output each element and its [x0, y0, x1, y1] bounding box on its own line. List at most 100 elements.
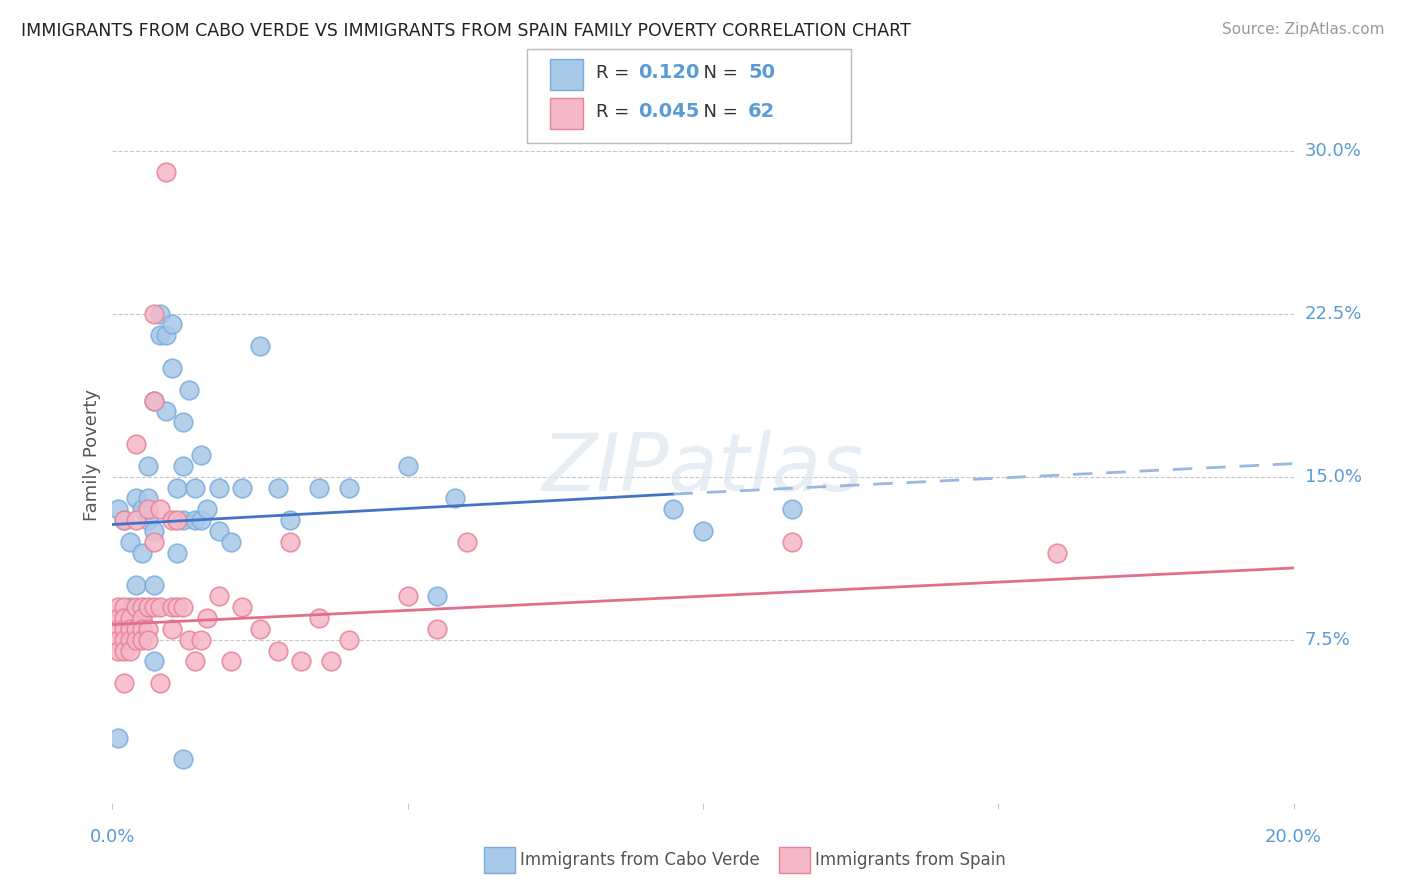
- Point: [166, 546, 188, 560]
- Text: ZIPatlas: ZIPatlas: [541, 430, 865, 508]
- Point: [208, 481, 231, 495]
- Y-axis label: Family Poverty: Family Poverty: [83, 389, 101, 521]
- Text: R =: R =: [596, 103, 636, 120]
- Point: [184, 481, 207, 495]
- Point: [662, 502, 685, 516]
- Point: [278, 513, 301, 527]
- Text: 50: 50: [748, 63, 775, 82]
- Point: [125, 513, 148, 527]
- Point: [319, 655, 342, 669]
- Point: [142, 393, 165, 408]
- Text: Immigrants from Spain: Immigrants from Spain: [815, 851, 1007, 869]
- Point: [149, 600, 172, 615]
- Point: [136, 600, 159, 615]
- Point: [120, 600, 142, 615]
- Text: N =: N =: [692, 103, 744, 120]
- Point: [136, 622, 159, 636]
- Point: [112, 676, 135, 690]
- Text: 62: 62: [748, 103, 775, 121]
- Point: [112, 611, 135, 625]
- Text: 15.0%: 15.0%: [1305, 467, 1361, 485]
- Point: [456, 535, 478, 549]
- Point: [166, 481, 188, 495]
- Text: R =: R =: [596, 64, 636, 82]
- Point: [107, 643, 129, 657]
- Point: [780, 535, 803, 549]
- Point: [219, 535, 242, 549]
- Point: [131, 600, 153, 615]
- Point: [131, 622, 153, 636]
- Point: [444, 491, 467, 506]
- Point: [249, 339, 271, 353]
- Point: [166, 600, 188, 615]
- Point: [160, 318, 183, 332]
- Point: [136, 513, 159, 527]
- Point: [112, 513, 135, 527]
- Point: [249, 622, 271, 636]
- Point: [184, 513, 207, 527]
- Point: [125, 437, 148, 451]
- Text: 0.045: 0.045: [638, 103, 700, 121]
- Point: [107, 600, 129, 615]
- Point: [231, 481, 253, 495]
- Point: [267, 481, 290, 495]
- Point: [112, 622, 135, 636]
- Point: [107, 502, 129, 516]
- Point: [136, 491, 159, 506]
- Point: [172, 600, 194, 615]
- Point: [337, 632, 360, 647]
- Point: [131, 632, 153, 647]
- Point: [190, 513, 212, 527]
- Point: [131, 546, 153, 560]
- Text: IMMIGRANTS FROM CABO VERDE VS IMMIGRANTS FROM SPAIN FAMILY POVERTY CORRELATION C: IMMIGRANTS FROM CABO VERDE VS IMMIGRANTS…: [21, 22, 911, 40]
- Point: [120, 611, 142, 625]
- Point: [125, 578, 148, 592]
- Point: [172, 513, 194, 527]
- Point: [290, 655, 312, 669]
- Point: [155, 165, 177, 179]
- Point: [208, 589, 231, 603]
- Point: [125, 600, 148, 615]
- Point: [112, 600, 135, 615]
- Text: Immigrants from Cabo Verde: Immigrants from Cabo Verde: [520, 851, 761, 869]
- Point: [142, 393, 165, 408]
- Point: [267, 643, 290, 657]
- Point: [155, 404, 177, 418]
- Text: N =: N =: [692, 64, 744, 82]
- Point: [1046, 546, 1069, 560]
- Point: [172, 752, 194, 766]
- Point: [308, 481, 330, 495]
- Point: [142, 524, 165, 538]
- Text: 0.0%: 0.0%: [90, 828, 135, 846]
- Point: [166, 513, 188, 527]
- Point: [692, 524, 714, 538]
- Point: [149, 328, 172, 343]
- Point: [136, 632, 159, 647]
- Point: [107, 632, 129, 647]
- Point: [136, 502, 159, 516]
- Point: [112, 632, 135, 647]
- Point: [142, 600, 165, 615]
- Point: [208, 524, 231, 538]
- Point: [780, 502, 803, 516]
- Point: [396, 589, 419, 603]
- Text: 30.0%: 30.0%: [1305, 142, 1361, 160]
- Point: [160, 622, 183, 636]
- Point: [125, 632, 148, 647]
- Point: [142, 578, 165, 592]
- Point: [149, 676, 172, 690]
- Point: [190, 632, 212, 647]
- Point: [426, 622, 449, 636]
- Point: [172, 458, 194, 473]
- Text: 22.5%: 22.5%: [1305, 304, 1362, 323]
- Point: [120, 632, 142, 647]
- Point: [131, 611, 153, 625]
- Point: [337, 481, 360, 495]
- Point: [195, 502, 218, 516]
- Point: [308, 611, 330, 625]
- Point: [112, 513, 135, 527]
- Point: [160, 513, 183, 527]
- Point: [160, 360, 183, 375]
- Point: [231, 600, 253, 615]
- Point: [120, 622, 142, 636]
